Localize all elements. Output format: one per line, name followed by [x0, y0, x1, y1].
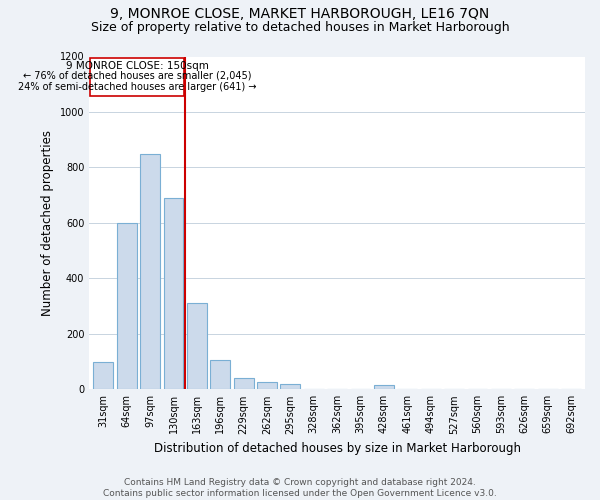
Text: ← 76% of detached houses are smaller (2,045): ← 76% of detached houses are smaller (2,…: [23, 71, 251, 81]
Bar: [91, 58, 184, 96]
Text: 9, MONROE CLOSE, MARKET HARBOROUGH, LE16 7QN: 9, MONROE CLOSE, MARKET HARBOROUGH, LE16…: [110, 8, 490, 22]
Bar: [94, 362, 113, 390]
Bar: [374, 385, 394, 390]
X-axis label: Distribution of detached houses by size in Market Harborough: Distribution of detached houses by size …: [154, 442, 521, 455]
Text: Size of property relative to detached houses in Market Harborough: Size of property relative to detached ho…: [91, 21, 509, 34]
Text: Contains HM Land Registry data © Crown copyright and database right 2024.
Contai: Contains HM Land Registry data © Crown c…: [103, 478, 497, 498]
Text: 24% of semi-detached houses are larger (641) →: 24% of semi-detached houses are larger (…: [18, 82, 256, 92]
Y-axis label: Number of detached properties: Number of detached properties: [41, 130, 54, 316]
Bar: [117, 223, 137, 390]
Bar: [257, 382, 277, 390]
Bar: [210, 360, 230, 390]
Bar: [164, 198, 184, 390]
Bar: [140, 154, 160, 390]
Bar: [187, 304, 207, 390]
Bar: [233, 378, 254, 390]
Bar: [280, 384, 301, 390]
Text: 9 MONROE CLOSE: 150sqm: 9 MONROE CLOSE: 150sqm: [66, 61, 209, 71]
